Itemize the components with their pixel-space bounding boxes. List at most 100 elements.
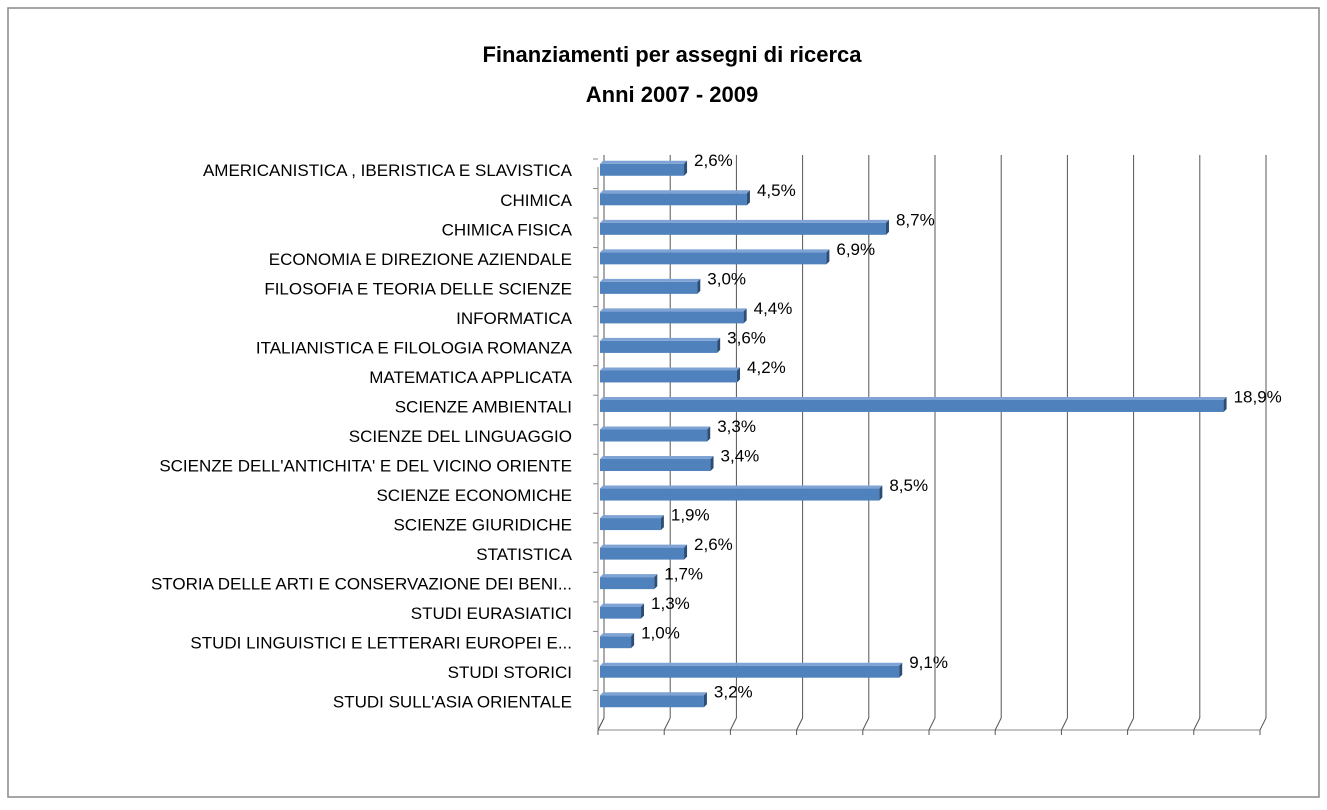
bar-top [600,456,714,460]
grid-line [1193,717,1201,731]
value-label: 1,3% [651,594,690,613]
y-tick-label: SCIENZE ECONOMICHE [376,486,572,505]
value-label: 3,6% [727,328,766,347]
bar [600,488,880,501]
grid-line [1127,717,1135,731]
bar-top [600,160,688,164]
bar-top [600,515,664,519]
bar [600,281,698,294]
bar-end [746,190,750,206]
value-label: 2,6% [694,535,733,554]
bar [600,311,744,324]
bar-end [654,574,658,590]
y-tick-label: STATISTICA [476,545,572,564]
bar-end [707,426,711,442]
bar-top [600,633,635,637]
bar-top [600,219,889,223]
bar [600,222,886,235]
value-label: 3,3% [717,417,756,436]
bar [600,665,900,678]
bar-top [600,278,701,282]
bar [600,518,661,531]
y-tick-label: AMERICANISTICA , IBERISTICA E SLAVISTICA [203,161,573,180]
chart-title: Finanziamenti per assegni di ricerca [482,42,862,67]
grid-line [862,717,870,731]
value-label: 3,2% [714,683,753,702]
y-tick-label: STUDI SULL'ASIA ORIENTALE [333,693,572,712]
bar-end [1223,396,1227,412]
value-label: 8,5% [889,476,928,495]
value-label: 6,9% [836,240,875,259]
grid-line [729,717,737,731]
value-label: 8,7% [896,210,935,229]
bar [600,163,685,176]
y-tick-label: ITALIANISTICA E FILOLOGIA ROMANZA [256,338,573,357]
bar [600,193,747,206]
value-label: 4,4% [754,299,793,318]
bar-end [899,662,903,678]
y-tick-label: MATEMATICA APPLICATA [369,368,572,387]
bar [600,340,718,353]
bar-end [826,249,830,265]
chart-subtitle: Anni 2007 - 2009 [586,82,758,107]
y-tick-label: INFORMATICA [456,309,573,328]
bar-end [879,485,883,501]
bar [600,399,1224,412]
bar-end [697,278,701,294]
value-label: 3,4% [721,447,760,466]
bar-top [600,544,688,548]
grid-line [796,717,804,731]
value-label: 4,5% [757,181,796,200]
bar-end [710,456,714,472]
bar-end [641,603,645,619]
grid-line [1259,717,1267,731]
bar [600,695,704,708]
bar-top [600,662,903,666]
bar-top [600,190,750,194]
grid-line [663,717,671,731]
bar-top [600,367,741,371]
value-label: 9,1% [909,653,948,672]
bar-top [600,308,747,312]
bar-end [684,160,688,176]
y-tick-label: SCIENZE GIURIDICHE [393,516,572,535]
bar-end [684,544,688,560]
bar-end [660,515,664,531]
value-label: 1,7% [664,565,703,584]
value-label: 1,9% [671,506,710,525]
grid-line [928,717,936,731]
value-label: 18,9% [1234,387,1282,406]
bar [600,370,738,383]
y-tick-label: STUDI STORICI [448,663,572,682]
bar-top [600,249,830,253]
y-tick-label: STORIA DELLE ARTI E CONSERVAZIONE DEI BE… [151,575,572,594]
bar [600,252,827,265]
y-tick-label: STUDI EURASIATICI [411,604,572,623]
grid-line [1060,717,1068,731]
y-tick-label: CHIMICA FISICA [442,220,573,239]
bar-top [600,485,883,489]
bar-end [743,308,747,324]
bar-top [600,692,707,696]
bar [600,459,711,472]
bar-end [717,337,721,353]
y-tick-label: FILOSOFIA E TEORIA DELLE SCIENZE [264,279,572,298]
bar-top [600,603,645,607]
bar-end [737,367,741,383]
y-tick-label: STUDI LINGUISTICI E LETTERARI EUROPEI E.… [190,634,572,653]
value-label: 3,0% [707,269,746,288]
y-tick-label: CHIMICA [500,191,572,210]
value-label: 2,6% [694,151,733,170]
bar-top [600,426,711,430]
value-label: 4,2% [747,358,786,377]
grid-line [597,717,605,731]
value-label: 1,0% [641,624,680,643]
bar [600,606,642,619]
y-tick-label: SCIENZE DELL'ANTICHITA' E DEL VICINO ORI… [159,457,572,476]
bar-top [600,396,1227,400]
bar [600,577,655,590]
bar-end [885,219,889,235]
bar [600,429,708,442]
grid-line [994,717,1002,731]
